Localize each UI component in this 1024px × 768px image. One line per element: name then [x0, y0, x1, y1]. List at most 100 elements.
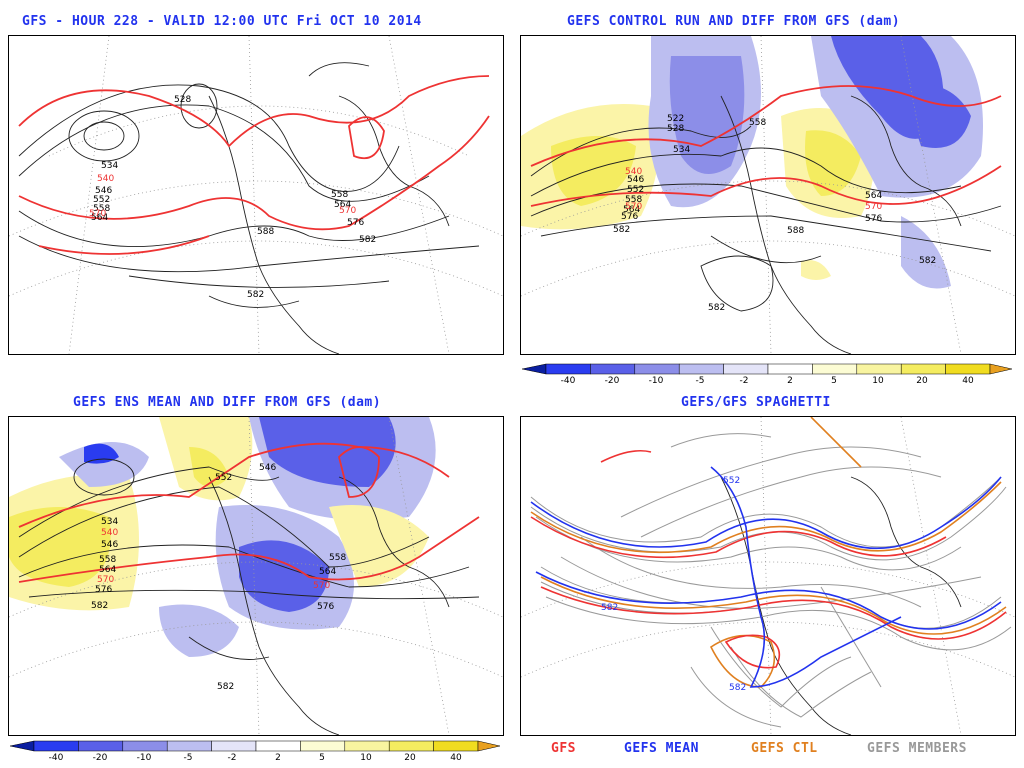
colorbar-labels-bottom: -40 -20 -10 -5 -2 2 5 10 20 40	[8, 753, 502, 765]
contour-label: 564	[319, 567, 336, 577]
contour-label: 564	[334, 200, 351, 210]
contour-labels: 522 528 534 540 546 552 558 564 570 576 …	[613, 114, 936, 313]
contour-labels: 552 582 582	[601, 476, 746, 693]
colorbar-label: -40	[48, 753, 64, 763]
map-panel-ens-mean: 552 546 534 540 546 558 564 570 576 582 …	[8, 416, 504, 736]
colorbar-label: 2	[275, 753, 281, 763]
height-contours-red	[18, 442, 480, 583]
colorbar-top	[521, 363, 1013, 375]
contour-label: 582	[217, 682, 234, 692]
colorbar-swatch	[122, 740, 168, 752]
colorbar-swatch	[678, 363, 724, 375]
contour-label: 570	[97, 575, 114, 585]
contour-label: 540	[625, 167, 642, 177]
contour-label: 558	[331, 190, 348, 200]
graticule	[521, 417, 1015, 735]
graticule	[9, 36, 503, 354]
contour-label: 540	[101, 528, 118, 538]
colorbar-label: 40	[450, 753, 462, 763]
contour-label: 546	[101, 540, 118, 550]
contour-label: 564	[99, 565, 116, 575]
map-control-svg: 522 528 534 540 546 552 558 564 570 576 …	[521, 36, 1015, 354]
height-contours-red	[18, 75, 490, 255]
contour-label: 576	[621, 212, 638, 222]
colorbar-label: -10	[648, 376, 664, 386]
map-panel-spaghetti: 552 582 582	[520, 416, 1016, 736]
map-ens-svg: 552 546 534 540 546 558 564 570 576 582 …	[9, 417, 503, 735]
contour-label: 552	[627, 185, 644, 195]
colorbar-label: 20	[916, 376, 928, 386]
colorbar-swatch	[388, 740, 434, 752]
colorbar-swatch	[33, 740, 79, 752]
coastlines	[208, 62, 450, 354]
colorbar-swatch	[945, 363, 991, 375]
colorbar-label: 10	[872, 376, 884, 386]
colorbar-label: 5	[831, 376, 837, 386]
colorbar-swatch	[255, 740, 301, 752]
colorbar-arrow-low	[521, 363, 547, 375]
height-contours-black	[18, 83, 480, 308]
diff-shading	[521, 36, 983, 289]
contour-labels: 552 546 534 540 546 558 564 570 576 582 …	[91, 463, 346, 692]
colorbar-swatch	[900, 363, 946, 375]
colorbar-swatch	[812, 363, 858, 375]
contour-label: 552	[723, 476, 740, 486]
graticule	[9, 417, 503, 735]
colorbar-label: -10	[136, 753, 152, 763]
contour-label: 528	[667, 124, 684, 134]
colorbar-swatches	[521, 363, 1013, 375]
contour-label: 522	[667, 114, 684, 124]
colorbar-swatch	[78, 740, 124, 752]
colorbar-arrow-high	[989, 363, 1013, 375]
coastlines	[720, 95, 962, 354]
contour-label: 588	[257, 227, 274, 237]
colorbar-swatch	[211, 740, 257, 752]
map-gfs-svg: 528 534 540 546 552 558 564 570 558 564 …	[9, 36, 503, 354]
colorbar-swatches	[9, 740, 501, 752]
panel-title-spaghetti: GEFS/GFS SPAGHETTI	[681, 395, 831, 410]
colorbar-swatch	[344, 740, 390, 752]
contour-label: 552	[215, 473, 232, 483]
map-panel-control: 522 528 534 540 546 552 558 564 570 576 …	[520, 35, 1016, 355]
contour-label: 582	[601, 603, 618, 613]
contour-label: 546	[95, 186, 112, 196]
contour-label: 534	[101, 161, 118, 171]
colorbar-swatch	[590, 363, 636, 375]
colorbar-label: -2	[227, 753, 237, 763]
colorbar-swatch	[166, 740, 212, 752]
contour-label: 558	[625, 195, 642, 205]
contour-label: 576	[865, 214, 882, 224]
panel-title-control: GEFS CONTROL RUN AND DIFF FROM GFS (dam)	[567, 14, 901, 29]
height-contours-red	[530, 85, 1002, 207]
colorbar-label: 20	[404, 753, 416, 763]
mean-lines	[530, 466, 1002, 688]
contour-label: 546	[259, 463, 276, 473]
colorbar-swatch	[300, 740, 346, 752]
contour-label: 534	[673, 145, 690, 155]
colorbar-swatch	[545, 363, 591, 375]
colorbar-label: 40	[962, 376, 974, 386]
contour-label: 546	[627, 175, 644, 185]
colorbar-label: -5	[695, 376, 705, 386]
contour-label: 558	[329, 553, 346, 563]
contour-label: 540	[97, 174, 114, 184]
contour-label: 582	[613, 225, 630, 235]
contour-label: 564	[865, 191, 882, 201]
contour-label: 582	[359, 235, 376, 245]
contour-label: 552	[93, 195, 110, 205]
legend-gefs-mean: GEFS MEAN	[624, 741, 699, 756]
coastlines	[208, 476, 450, 735]
colorbar-label: -2	[739, 376, 749, 386]
colorbar-bottom	[9, 740, 501, 752]
graticule	[521, 36, 1015, 354]
contour-label: 570	[339, 206, 356, 216]
colorbar-swatch	[767, 363, 813, 375]
legend-gefs-ctl: GEFS CTL	[751, 741, 818, 756]
panel-title-gfs: GFS - HOUR 228 - VALID 12:00 UTC Fri OCT…	[22, 14, 422, 29]
colorbar-label: 5	[319, 753, 325, 763]
colorbar-labels-top: -40 -20 -10 -5 -2 2 5 10 20 40	[520, 376, 1014, 388]
contour-label: 534	[101, 517, 118, 527]
colorbar-label: 2	[787, 376, 793, 386]
contour-label: 558	[99, 555, 116, 565]
colorbar-label: -20	[92, 753, 108, 763]
